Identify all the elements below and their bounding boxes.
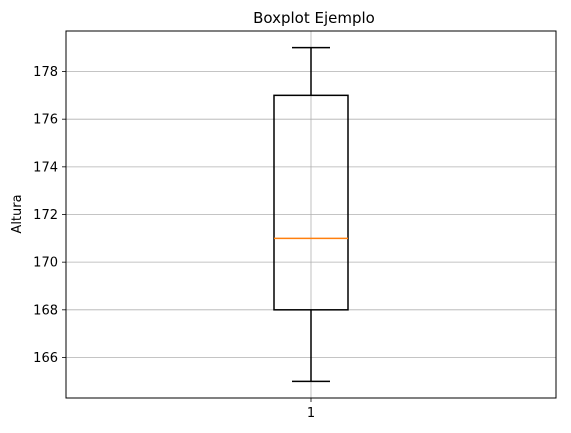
y-tick-label: 176 (33, 113, 58, 128)
tick-layer: 166 168 170 172 174 176 178 1 (33, 65, 315, 421)
chart-title: Boxplot Ejemplo (253, 9, 375, 27)
y-tick-label: 170 (33, 256, 58, 271)
y-tick-label: 178 (33, 65, 58, 80)
y-tick-label: 172 (33, 208, 58, 223)
y-tick-label: 166 (33, 351, 58, 366)
box-group (273, 46, 349, 383)
box-layer (273, 46, 349, 383)
y-tick-label: 168 (33, 303, 58, 318)
grid-layer (66, 31, 556, 398)
box-iqr (273, 94, 349, 311)
x-tick-label: 1 (307, 406, 315, 421)
y-tick-label: 174 (33, 160, 58, 175)
y-axis-label: Altura (10, 194, 25, 233)
